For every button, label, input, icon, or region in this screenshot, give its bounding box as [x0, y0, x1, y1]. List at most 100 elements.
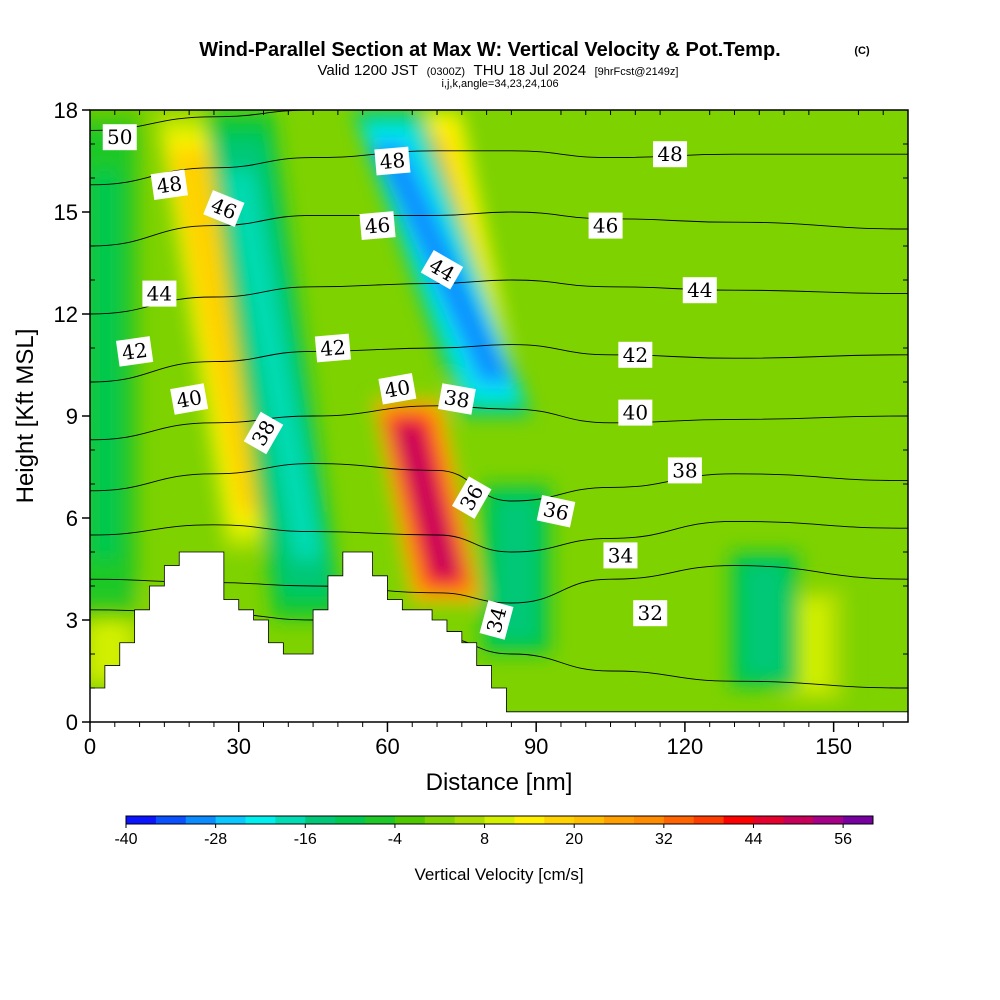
contour-label-22: 40 [618, 399, 653, 426]
colorbar-tick-label: 44 [745, 831, 763, 848]
theta-contour-48 [90, 150, 908, 186]
theta-contour-40 [90, 405, 908, 441]
colorbar-tick-label: -28 [204, 831, 227, 848]
colorbar-swatch [305, 816, 336, 824]
terrain-mask [90, 552, 908, 722]
contour-label-box [536, 494, 576, 528]
theta-contour-36 [90, 520, 908, 553]
contour-label-13: 36 [451, 476, 492, 519]
colorbar-swatch [843, 816, 874, 824]
valid-date: THU 18 Jul 2024 [474, 62, 587, 79]
contour-label-box [667, 457, 702, 484]
colorbar-tick-label: 32 [655, 831, 673, 848]
colorbar-frame [125, 815, 874, 825]
colorbar-swatch [693, 816, 725, 824]
x-tick-label: 60 [375, 734, 399, 759]
colorbar-swatch [454, 816, 486, 824]
contour-label-6: 38 [243, 411, 284, 455]
valid-utc: (0300Z) [427, 66, 466, 78]
colorbar-swatch [633, 816, 665, 824]
contour-label-box [603, 542, 638, 569]
copyright-mark: (C) [854, 45, 870, 57]
colorbar-swatch [514, 816, 545, 824]
contour-label-box [170, 383, 209, 415]
plot-area: 50 48 46 44 42 40 38 48 46 44 42 40 38 36 36 34 34 32 48 46… [90, 110, 908, 722]
contour-label-1: 48 [150, 169, 188, 201]
contour-label-8: 46 [359, 211, 396, 241]
downdraft-band-3-level-4 [750, 568, 779, 672]
contour-label-19: 46 [588, 212, 623, 239]
contour-label-box [374, 146, 411, 176]
colorbar-swatch [723, 816, 754, 824]
contour-label-text: 38 [442, 385, 471, 413]
contour-label-7: 48 [374, 146, 411, 176]
colorbar-swatch [424, 816, 456, 824]
contour-label-21: 42 [618, 341, 653, 368]
colorbar-tick-label: 8 [480, 831, 489, 848]
contour-label-box [618, 399, 653, 426]
colorbar-swatch [155, 816, 187, 824]
contour-label-box [115, 336, 154, 367]
contour-label-text: 50 [107, 125, 132, 149]
contour-label-text: 42 [120, 338, 149, 365]
contour-label-text: 48 [379, 148, 406, 174]
downdraft-band-0-level-4 [224, 171, 323, 559]
updraft-band-1-level-4 [393, 423, 461, 579]
theta-contour-34 [90, 565, 908, 604]
colorbar-swatch [544, 816, 575, 824]
colorbar-tick-label: -4 [388, 831, 402, 848]
contour-label-text: 34 [608, 543, 633, 567]
colorbar-tick-label: -40 [114, 831, 137, 848]
contour-label-box [451, 476, 492, 519]
downdraft-band-4-level-4 [90, 171, 119, 559]
contour-label-box [203, 190, 245, 228]
contour-label-11: 40 [378, 373, 417, 405]
contour-label-2: 46 [203, 190, 245, 228]
y-tick-label: 18 [54, 98, 78, 123]
colorbar-swatch [604, 816, 635, 824]
contour-label-box [359, 211, 396, 241]
contour-label-box [633, 600, 668, 627]
colorbar-swatch [215, 816, 247, 824]
contour-label-0: 50 [102, 124, 137, 151]
contour-labels: 50 48 46 44 42 40 38 48 46 44 42 40 38 36 36 34 34 32 48 46… [102, 124, 717, 640]
colorbar-swatch [394, 816, 426, 824]
colorbar-swatch [783, 816, 814, 824]
contour-label-12: 38 [437, 383, 476, 415]
colorbar-tick-label: 20 [565, 831, 583, 848]
contour-label-box [437, 383, 476, 415]
x-tick-label: 0 [84, 734, 96, 759]
contour-label-3: 44 [142, 280, 177, 307]
contour-label-20: 44 [682, 277, 717, 304]
colorbar: -40 -28 -16 -4 8 20 32 44 56 [114, 815, 874, 848]
theta-contour-44 [90, 279, 908, 315]
downdraft-band-2-level-4 [502, 504, 531, 634]
colorbar-swatch [574, 816, 605, 824]
chart-subtitle: Valid 1200 JST (0300Z) THU 18 Jul 2024 [… [317, 62, 678, 79]
colorbar-swatch [753, 816, 784, 824]
contour-label-16: 34 [603, 542, 638, 569]
grid-indices: i,j,k,angle=34,23,24,106 [441, 78, 558, 90]
contour-label-text: 38 [672, 458, 697, 482]
y-tick-label: 0 [66, 710, 78, 735]
contour-label-17: 32 [633, 600, 668, 627]
contour-label-text: 42 [623, 343, 648, 367]
colorbar-swatch [126, 816, 157, 824]
contour-label-box [618, 341, 653, 368]
contour-label-box [653, 141, 688, 168]
contour-label-23: 38 [667, 457, 702, 484]
theta-contour-46 [90, 211, 908, 247]
contour-label-box [314, 333, 351, 363]
contour-label-text: 36 [541, 497, 571, 526]
contour-label-box [142, 280, 177, 307]
contour-label-box [682, 277, 717, 304]
contour-label-box [588, 212, 623, 239]
colorbar-swatch [335, 816, 366, 824]
colorbar-tick-label: 56 [834, 831, 852, 848]
contour-label-box [378, 373, 417, 405]
contour-label-text: 44 [687, 278, 712, 302]
y-tick-label: 3 [66, 608, 78, 633]
x-tick-label: 150 [815, 734, 852, 759]
colorbar-swatch [663, 816, 695, 824]
